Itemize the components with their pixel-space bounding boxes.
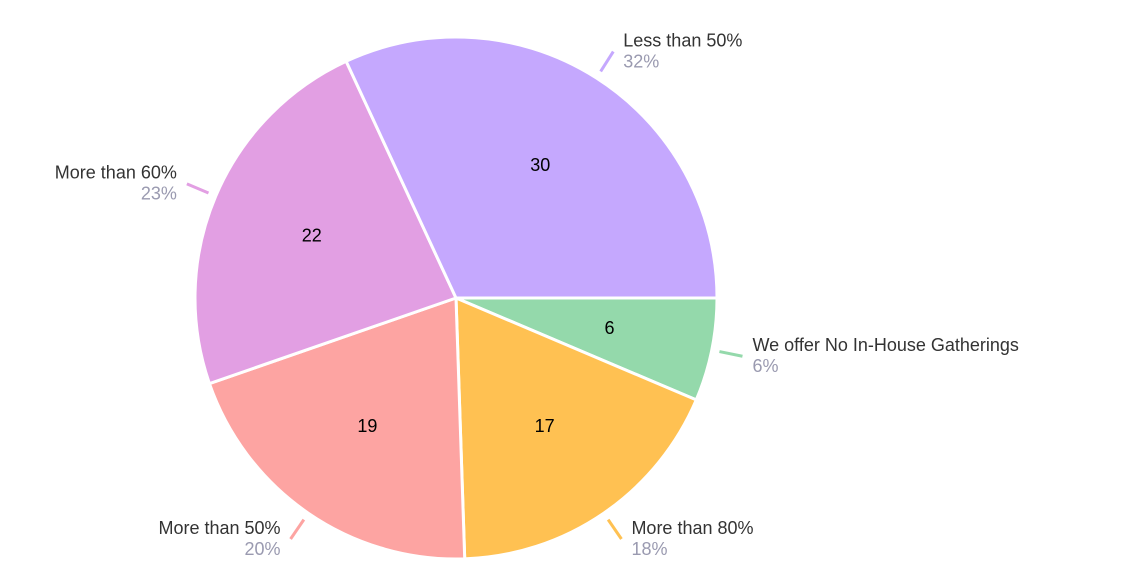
leader-line [719, 350, 743, 358]
leader-line [606, 518, 623, 540]
pie-slice [207, 295, 467, 561]
slice-name: Less than 50% [623, 30, 742, 50]
slice-percent: 32% [623, 51, 659, 71]
slice-percent: 20% [245, 539, 281, 559]
leader-line [289, 518, 306, 540]
slice-percent: 18% [631, 539, 667, 559]
slice-percent: 23% [141, 184, 177, 204]
slice-name: We offer No In-House Gatherings [752, 335, 1018, 355]
pie-slice [454, 295, 699, 561]
slice-name: More than 80% [631, 518, 753, 538]
slice-percent: 6% [752, 356, 778, 376]
leader-line [599, 50, 615, 73]
slice-count: 30 [530, 155, 550, 175]
slice-count: 22 [302, 226, 322, 246]
leader-line [186, 182, 210, 195]
slice-name: More than 50% [158, 518, 280, 538]
slice-name: More than 60% [55, 163, 177, 183]
pie-slice [344, 35, 719, 300]
slice-count: 17 [535, 416, 555, 436]
slice-count: 6 [604, 318, 614, 338]
pie-slice [193, 59, 459, 386]
slice-count: 19 [357, 416, 377, 436]
